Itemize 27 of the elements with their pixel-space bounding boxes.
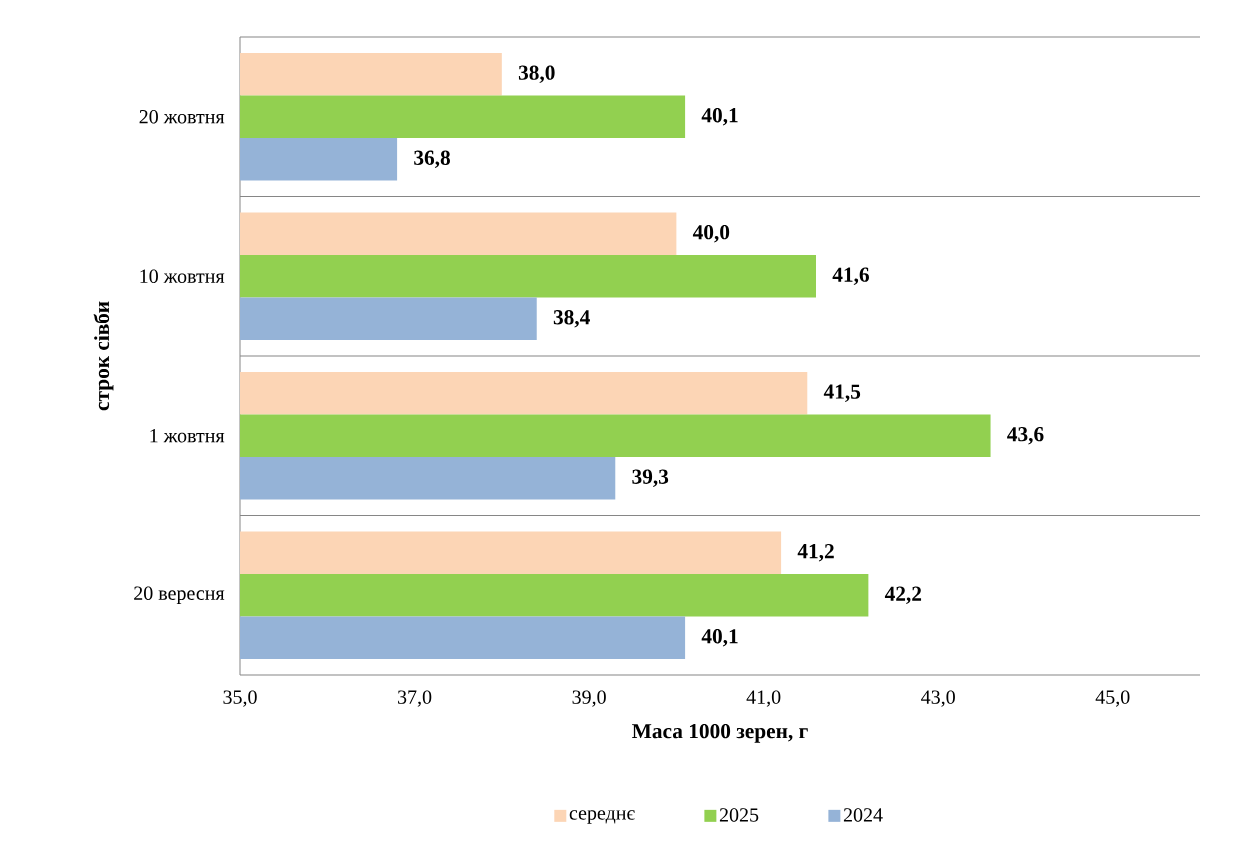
x-tick-label: 39,0 [572,690,606,707]
x-tick-label: 43,0 [921,690,955,707]
data-label: 40,0 [692,224,730,243]
y-tick-label: 20 жовтня [139,110,225,124]
y-tick-label: 20 вересня [134,586,225,605]
data-label: 41,2 [797,544,834,562]
y-axis-title: строк сівби [93,301,114,411]
data-label: 43,6 [1007,427,1044,445]
x-tick-label: 41,0 [746,690,781,707]
y-tick-label: 1 жовтня [150,429,225,443]
data-label: 38,0 [518,65,555,83]
data-label: 41,5 [823,384,861,402]
legend-label: 2025 [719,808,759,822]
data-label: 42,2 [884,586,922,604]
legend-label: середнє [569,810,635,824]
data-label: 38,4 [553,310,590,328]
data-label: 40,1 [701,108,738,126]
data-label: 40,1 [701,629,738,647]
x-tick-label: 35,0 [223,690,257,707]
legend-label: 2024 [843,808,883,822]
x-axis-title: Маса 1000 зерен, г [632,723,808,743]
data-label: 41,6 [832,267,869,285]
data-label: 39,3 [632,469,669,487]
x-tick-label: 37,0 [398,690,432,707]
x-tick-label: 45,0 [1095,690,1130,707]
data-label: 36,8 [414,150,450,169]
y-tick-label: 10 жовтня [140,269,225,283]
